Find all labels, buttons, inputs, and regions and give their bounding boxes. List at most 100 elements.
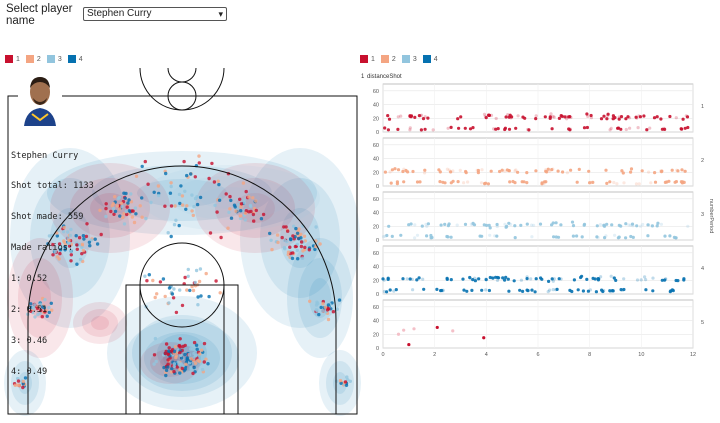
shot-point (55, 234, 59, 238)
facet-point (494, 116, 498, 121)
facet-point (408, 126, 412, 130)
shot-point (58, 248, 63, 252)
facet-point (413, 236, 417, 240)
shot-point (254, 208, 258, 213)
shot-point (291, 234, 295, 238)
shot-point (170, 367, 174, 371)
facet-point (565, 171, 569, 175)
shot-point (81, 259, 85, 264)
facet-point (514, 126, 518, 130)
facet-point (634, 115, 638, 119)
shot-point (164, 171, 168, 176)
shot-point (197, 154, 201, 158)
facet-point (402, 328, 406, 332)
facet-point (624, 236, 628, 240)
shot-point (227, 210, 231, 214)
facet-point (605, 181, 609, 185)
facet-point (559, 277, 563, 281)
facet-point (484, 288, 488, 292)
facet-point (609, 126, 613, 130)
facet-point (415, 278, 419, 282)
facet-point (576, 288, 580, 292)
facet-point (382, 289, 386, 294)
facet-y-tick: 0 (376, 292, 379, 298)
shot-point (167, 346, 171, 350)
shot-point (113, 209, 118, 214)
facet-point (579, 275, 583, 280)
facet-point (605, 117, 609, 121)
shot-point (119, 201, 124, 205)
shot-point (242, 201, 246, 205)
shot-point (57, 242, 62, 246)
shot-point (196, 303, 200, 307)
facet-point (551, 167, 555, 171)
shot-point (164, 368, 169, 373)
facet-point (451, 329, 455, 333)
shot-point (178, 288, 182, 292)
facet-point (617, 117, 621, 121)
facet-point (604, 168, 608, 172)
shot-point (33, 315, 37, 319)
legend-swatch-4 (67, 55, 76, 63)
facet-point (599, 117, 604, 121)
facet-x-tick: 2 (433, 352, 436, 356)
facet-point (407, 342, 411, 347)
shot-point (171, 296, 176, 300)
facet-point (383, 170, 387, 174)
facet-point (451, 179, 455, 183)
facet-point (462, 288, 466, 292)
shot-point (286, 229, 290, 233)
shot-point (99, 232, 103, 237)
facet-point (413, 223, 417, 227)
facet-x-tick: 0 (381, 352, 384, 356)
facet-point (463, 222, 468, 226)
shot-point (207, 294, 211, 299)
facet-point (514, 168, 518, 172)
facet-point (418, 180, 422, 184)
facet-point (530, 288, 534, 292)
facet-point (388, 288, 392, 292)
facet-point (437, 168, 441, 172)
facet-point (390, 168, 394, 172)
shot-point (134, 174, 139, 178)
facet-point (598, 223, 603, 227)
shot-point (216, 179, 220, 183)
facet-point (606, 112, 610, 116)
legend-label-3: 3 (57, 55, 62, 63)
facet-point (422, 287, 426, 291)
shot-point (213, 203, 217, 207)
player-select[interactable]: Stephen Curry ▾ (83, 7, 227, 21)
shot-point (169, 234, 173, 239)
made-ratio-1: 1: 0.52 (11, 274, 48, 285)
chevron-down-icon: ▾ (218, 9, 223, 19)
shot-point (113, 195, 117, 199)
facet-point (615, 182, 619, 186)
shot-point (234, 209, 238, 213)
facet-point (480, 288, 484, 292)
shot-point (124, 191, 128, 196)
player-select-value: Stephen Curry (87, 8, 152, 19)
shot-point (172, 362, 177, 366)
facet-point (435, 325, 439, 330)
facet-point (446, 126, 450, 130)
facet-point (572, 278, 576, 282)
shot-point (161, 277, 166, 281)
shot-point (75, 247, 80, 251)
facet-point (417, 114, 421, 118)
facet-x-tick: 4 (485, 352, 488, 356)
shot-point (192, 358, 196, 363)
facet-point (649, 181, 653, 185)
shot-point (196, 295, 200, 299)
facet-point (646, 223, 650, 227)
facet-point (410, 277, 414, 281)
shot-point (313, 247, 317, 252)
shot-point (31, 306, 35, 310)
facet-point (594, 290, 598, 294)
legend-swatch-2 (380, 55, 389, 63)
shot-point (69, 227, 73, 232)
facet-point (390, 234, 394, 238)
shot-point (207, 176, 211, 181)
facet-point (628, 126, 632, 130)
shot-point (317, 312, 321, 317)
density-blob (140, 342, 200, 384)
